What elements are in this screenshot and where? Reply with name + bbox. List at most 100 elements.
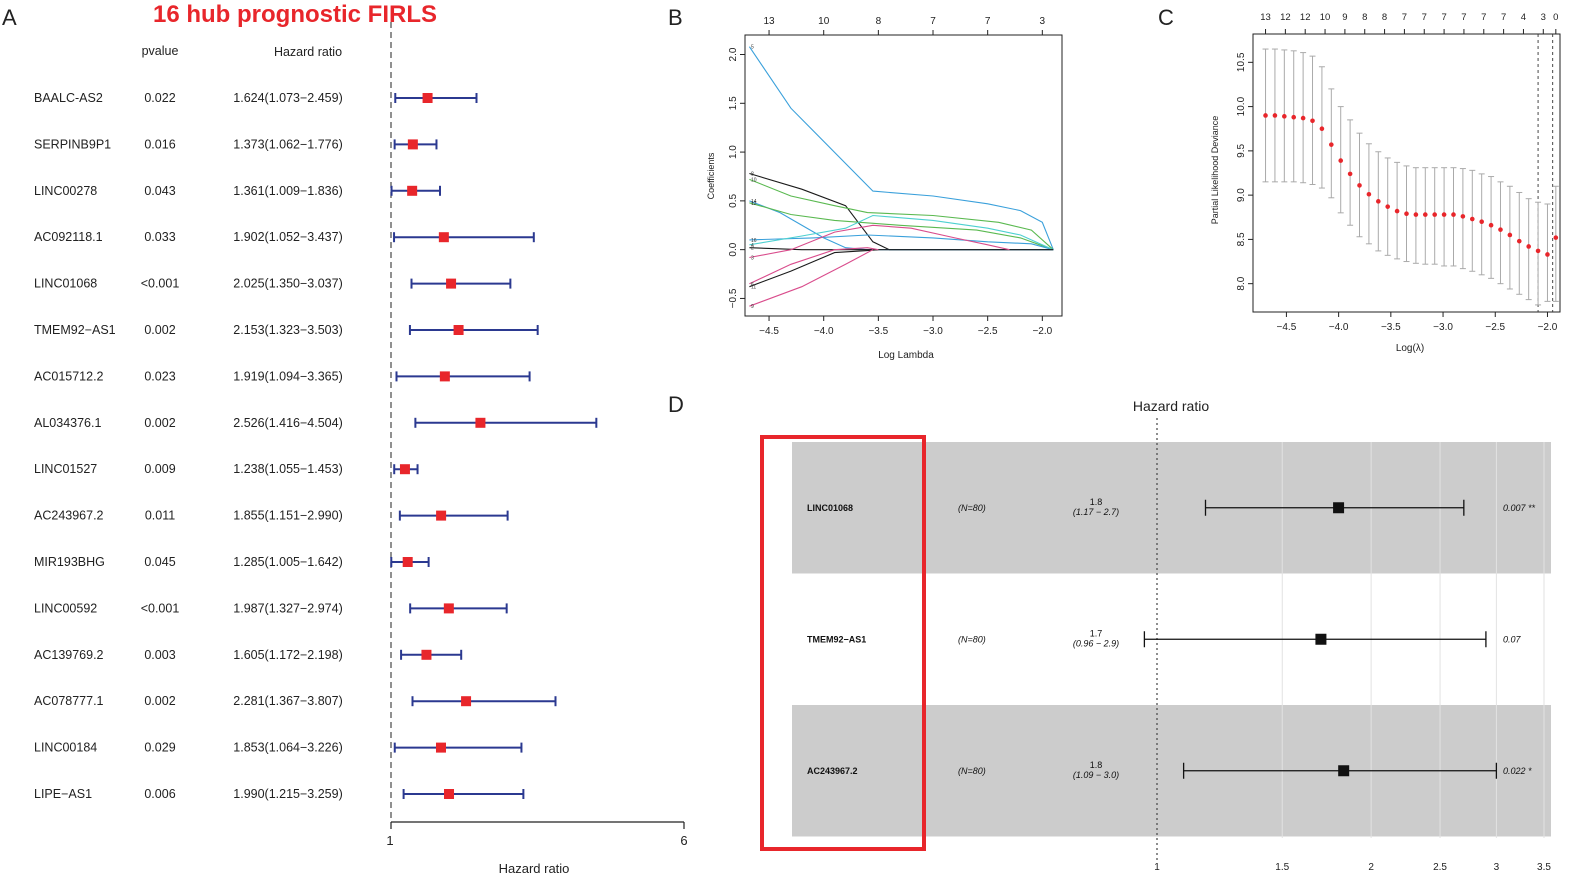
panel-a-xtick-1: 1 [386,833,393,848]
pvalue-label: 0.023 [144,369,175,383]
panel-b-xtick-label: −4.0 [814,326,834,337]
panel-c-plot: −4.5 −4.0 −3.5 −3.0 −2.5 −2.0 8.0 8.5 9.0 9.5 10.0… [1236,12,1561,333]
gene-label: LIPE−AS1 [34,787,92,801]
panel-letter-a: A [2,5,17,30]
hr-ci-label: 2.153(1.323−3.503) [233,323,342,337]
panel-c-ytick-label: 10.5 [1236,52,1247,72]
hr-marker [407,139,418,150]
panel-d-ci-label: (1.09 − 3.0) [1073,770,1119,780]
panel-c-top-tick-label: 7 [1501,12,1506,23]
coef-path-11 [749,249,879,288]
panel-d-n-label: (N=80) [958,503,986,513]
panel-d-hr-label: 1.8 [1090,760,1103,770]
panel-d-hr-marker [1333,502,1345,514]
panel-a-hr-header: Hazard ratio [274,45,342,59]
gene-label: SERPINB9P1 [34,137,111,151]
coef-path-label: 14 [751,199,757,205]
panel-b-ytick-label: 0.0 [728,242,739,256]
panel-b-frame [744,34,1063,317]
panel-c-ytick-label: 9.5 [1236,143,1247,157]
cv-point [1507,232,1513,238]
gene-label: LINC00278 [34,184,97,198]
gene-label: LINC01068 [34,277,97,291]
coef-path-label: 12 [751,201,757,207]
gene-label: AC078777.1 [34,694,104,708]
coef-path-label: 2 [751,246,754,252]
panel-d-gene-label: AC243967.2 [807,766,858,776]
cv-point [1451,212,1456,217]
cv-point [1347,171,1353,177]
cv-point [1553,235,1559,240]
panel-b-coefficient-paths: Log Lambda Coefficients −4.5 −4.0 −3.5 −3.0… [706,16,1063,361]
panel-letter-b: B [668,5,683,30]
panel-letter-d: D [668,392,684,417]
panel-b-top-tick-label: 8 [876,16,882,27]
coef-path-label: 8 [751,172,754,178]
panel-c-top-tick-label: 7 [1481,12,1486,23]
panel-b-xtick-label: −3.0 [923,326,943,337]
cv-point [1329,142,1334,147]
cv-point [1404,211,1409,217]
gene-label: LINC00592 [34,601,97,615]
panel-b-xtick-label: −3.5 [868,326,888,337]
cv-point [1535,248,1541,254]
panel-c-xlabel: Log(λ) [1396,343,1424,354]
panel-b-xtick-label: −4.5 [759,326,779,337]
cv-point [1479,219,1484,224]
hr-ci-label: 1.987(1.327−2.974) [233,601,342,615]
panel-d-hr-marker [1338,765,1350,777]
panel-b-ytick-label: 1.5 [728,96,739,110]
panel-c-xtick-label: −4.0 [1329,322,1349,333]
pvalue-label: 0.029 [144,741,175,755]
coef-path-label: 16 [751,238,757,244]
hr-marker [444,789,455,799]
pvalue-label: 0.003 [144,648,175,662]
panel-c-top-tick-label: 10 [1320,12,1331,23]
cv-point [1272,113,1278,118]
hr-ci-label: 1.361(1.009−1.836) [233,184,342,198]
gene-label: BAALC-AS2 [34,91,103,105]
cv-point [1376,199,1381,204]
panel-d-xtick-label: 3.5 [1537,862,1551,873]
panel-c-top-tick-label: 3 [1541,12,1546,23]
pvalue-label: <0.001 [141,601,180,615]
hr-ci-label: 1.990(1.215−3.259) [233,787,342,801]
panel-c-xtick-label: −4.5 [1277,322,1297,333]
hr-ci-label: 1.624(1.073−2.459) [233,91,342,105]
panel-c-top-tick-label: 9 [1342,12,1347,23]
gene-label: MIR193BHG [34,555,105,569]
cv-point [1394,208,1400,214]
panel-c-cv-deviance: Log(λ) Partial Likelihood Deviance −4.5−… [1210,12,1561,354]
coef-path-6 [749,247,879,285]
coef-path-3 [749,224,1010,259]
coef-path-10 [749,178,1054,251]
panel-b-ytick-label: −0.5 [728,288,739,308]
hr-ci-label: 2.025(1.350−3.037) [233,277,342,291]
pvalue-label: 0.009 [144,462,175,476]
hr-marker [453,325,464,335]
hr-marker [399,464,410,475]
hr-ci-label: 2.281(1.367−3.807) [233,694,342,708]
hr-marker [436,510,447,521]
panel-c-ytick-label: 8.0 [1236,276,1247,290]
panel-b-top-tick-label: 3 [1040,16,1046,27]
hr-marker [443,603,454,614]
hr-marker [475,417,486,428]
panel-d-hr-label: 1.8 [1090,497,1103,507]
cv-point [1545,252,1550,257]
cv-point [1516,238,1522,244]
panel-c-ytick-label: 8.5 [1236,232,1247,246]
panel-c-top-tick-label: 4 [1521,12,1526,23]
panel-d-n-label: (N=80) [958,634,986,644]
cv-point [1366,191,1372,197]
coef-path-12 [749,202,1054,251]
hr-marker [439,371,450,382]
panel-c-frame [1252,33,1561,313]
panel-a-rows: BAALC-AS2 0.022 1.624(1.073−2.459) SERPINB9… [34,22,685,829]
hr-marker [402,557,413,567]
hr-ci-label: 1.919(1.094−3.365) [233,369,342,383]
hr-marker [461,696,472,707]
